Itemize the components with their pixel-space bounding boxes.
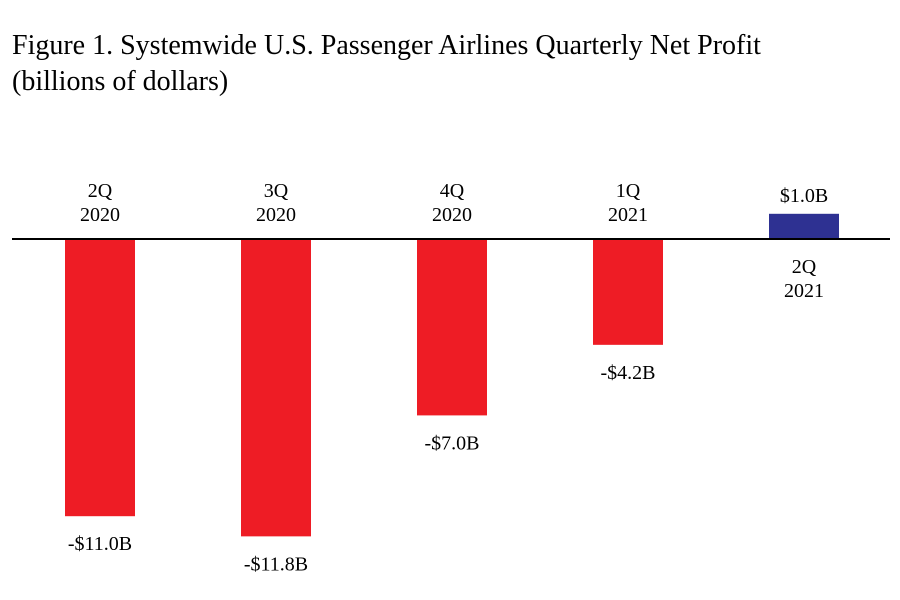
value-label: -$11.8B bbox=[244, 553, 308, 575]
labels-group: 2Q2020-$11.0B3Q2020-$11.8B4Q2020-$7.0B1Q… bbox=[68, 180, 828, 575]
category-label: 2Q bbox=[792, 256, 817, 278]
category-label: 1Q bbox=[616, 180, 641, 202]
category-label: 2Q bbox=[88, 180, 113, 202]
value-label: -$7.0B bbox=[425, 432, 480, 454]
chart-title: Figure 1. Systemwide U.S. Passenger Airl… bbox=[12, 28, 761, 100]
category-label: 2021 bbox=[608, 204, 648, 226]
chart-title-line1: Figure 1. Systemwide U.S. Passenger Airl… bbox=[12, 30, 761, 61]
category-label: 2021 bbox=[784, 280, 824, 302]
chart-subtitle: (billions of dollars) bbox=[12, 66, 229, 97]
category-label: 2020 bbox=[80, 204, 120, 226]
value-label: -$4.2B bbox=[601, 362, 656, 384]
bar-2q-2021 bbox=[769, 213, 839, 239]
value-label: $1.0B bbox=[780, 185, 828, 207]
bar-1q-2021 bbox=[593, 239, 663, 345]
category-label: 2020 bbox=[432, 204, 472, 226]
category-label: 3Q bbox=[264, 180, 289, 202]
category-label: 2020 bbox=[256, 204, 296, 226]
bars-group bbox=[65, 213, 839, 537]
bar-3q-2020 bbox=[241, 239, 311, 537]
bar-2q-2020 bbox=[65, 239, 135, 517]
category-label: 4Q bbox=[440, 180, 465, 202]
bar-4q-2020 bbox=[417, 239, 487, 416]
value-label: -$11.0B bbox=[68, 533, 132, 555]
